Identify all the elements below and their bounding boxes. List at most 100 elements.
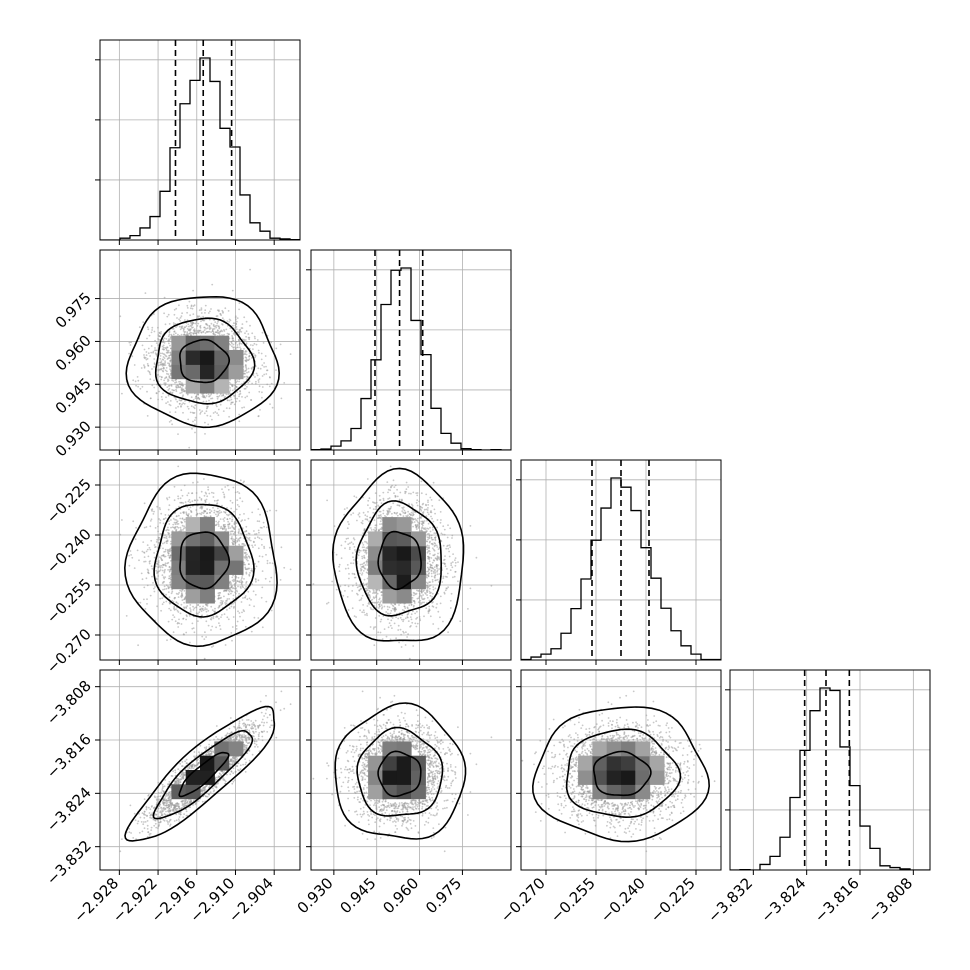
sample-point — [369, 596, 371, 599]
sample-point — [205, 327, 207, 330]
sample-point — [249, 539, 252, 542]
sample-point — [188, 799, 190, 801]
sample-point — [253, 342, 256, 345]
sample-point — [234, 315, 237, 318]
sample-point — [208, 330, 211, 333]
sample-point — [169, 581, 172, 583]
sample-point — [192, 313, 195, 315]
sample-point — [419, 508, 421, 510]
sample-point — [195, 492, 198, 494]
sample-point — [211, 646, 213, 648]
sample-point — [372, 628, 375, 630]
sample-point — [375, 606, 378, 608]
sample-point — [347, 521, 349, 523]
sample-point — [420, 527, 423, 530]
sample-point — [248, 336, 251, 339]
sample-point — [168, 376, 171, 378]
sample-point — [418, 616, 421, 618]
sample-point — [389, 612, 392, 615]
sample-point — [244, 771, 247, 773]
sample-point — [144, 608, 147, 610]
sample-point — [183, 598, 185, 601]
sample-point — [135, 526, 138, 529]
sample-point — [235, 522, 238, 525]
sample-point — [170, 384, 173, 386]
sample-point — [254, 537, 256, 540]
sample-point — [433, 566, 436, 568]
sample-point — [179, 512, 182, 514]
sample-point — [418, 595, 421, 598]
sample-point — [369, 606, 372, 609]
sample-point — [420, 517, 422, 519]
sample-point — [394, 603, 397, 606]
sample-point — [165, 537, 168, 540]
sample-point — [424, 527, 426, 529]
sample-point — [227, 393, 230, 396]
sample-point — [360, 566, 363, 568]
sample-point — [258, 352, 260, 354]
sample-point — [137, 385, 140, 388]
sample-point — [159, 597, 162, 600]
sample-point — [450, 592, 453, 595]
sample-point — [128, 341, 131, 344]
sample-point — [434, 579, 437, 582]
sample-point — [338, 570, 341, 572]
sample-point — [203, 478, 205, 480]
sample-point — [194, 419, 196, 421]
sample-point — [379, 528, 382, 530]
sample-point — [360, 598, 362, 601]
sample-point — [173, 616, 176, 618]
sample-point — [417, 601, 420, 604]
sample-point — [366, 478, 369, 480]
sample-point — [169, 809, 172, 812]
density-cell — [200, 588, 215, 604]
sample-point — [245, 368, 248, 371]
sample-point — [186, 304, 189, 307]
sample-point — [167, 797, 170, 800]
sample-point — [167, 389, 170, 391]
sample-point — [157, 570, 160, 573]
sample-point — [351, 572, 354, 575]
sample-point — [184, 520, 186, 523]
sample-point — [254, 544, 256, 546]
sample-point — [189, 411, 192, 414]
sample-point — [254, 562, 256, 565]
sample-point — [243, 578, 245, 580]
sample-point — [155, 578, 158, 581]
sample-point — [439, 595, 442, 598]
sample-point — [246, 386, 248, 388]
sample-point — [240, 577, 243, 580]
sample-point — [207, 393, 210, 396]
sample-point — [422, 521, 425, 524]
sample-point — [180, 528, 182, 531]
sample-point — [186, 332, 189, 335]
sample-point — [149, 520, 152, 522]
sample-point — [167, 806, 170, 809]
sample-point — [171, 590, 174, 593]
sample-point — [151, 326, 154, 329]
sample-point — [428, 556, 431, 559]
sample-point — [184, 319, 186, 321]
sample-point — [378, 494, 381, 497]
sample-point — [177, 497, 180, 500]
histogram-step-line — [100, 57, 300, 240]
sample-point — [208, 754, 211, 757]
sample-point — [421, 523, 423, 525]
sample-point — [358, 551, 361, 554]
contour-level — [125, 295, 281, 429]
sample-point — [420, 515, 423, 518]
sample-point — [199, 605, 201, 608]
sample-point — [161, 376, 163, 379]
sample-point — [228, 381, 231, 384]
sample-point — [169, 359, 172, 361]
sample-point — [254, 382, 257, 385]
sample-point — [138, 812, 140, 815]
sample-point — [166, 806, 168, 809]
sample-point — [143, 348, 146, 351]
sample-point — [362, 570, 365, 572]
sample-point — [199, 324, 202, 327]
sample-point — [181, 761, 184, 763]
sample-point — [199, 507, 202, 509]
sample-point — [146, 584, 149, 587]
sample-point — [226, 732, 229, 735]
